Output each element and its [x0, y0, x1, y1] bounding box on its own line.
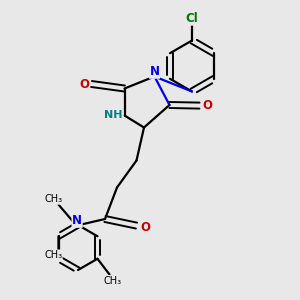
Text: O: O [79, 77, 89, 91]
Text: CH₃: CH₃ [103, 275, 122, 286]
Text: O: O [140, 220, 151, 234]
Text: Cl: Cl [186, 12, 198, 25]
Text: N: N [72, 214, 82, 227]
Text: CH₃: CH₃ [45, 194, 63, 204]
Text: NH: NH [104, 110, 123, 121]
Text: O: O [202, 99, 212, 112]
Text: N: N [149, 65, 160, 78]
Text: CH₃: CH₃ [44, 250, 62, 260]
